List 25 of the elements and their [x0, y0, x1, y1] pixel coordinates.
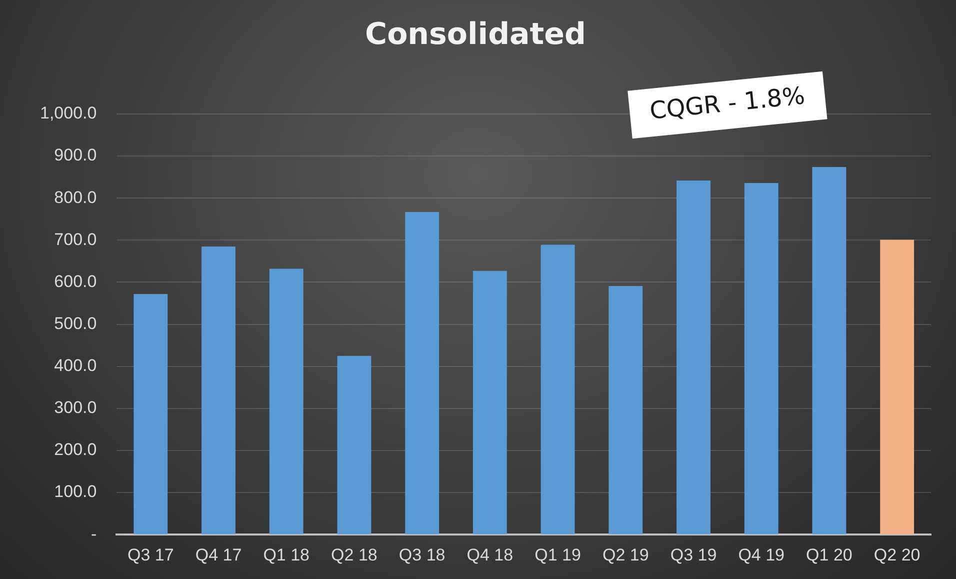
- y-tick-label: 800.0: [54, 188, 97, 207]
- x-tick-label: Q2 19: [602, 545, 649, 564]
- x-tick-label: Q3 17: [127, 545, 174, 564]
- x-tick-label: Q3 18: [398, 545, 446, 564]
- y-tick-label: -: [91, 524, 97, 544]
- x-tick-label: Q3 19: [670, 545, 717, 564]
- x-tick-label: Q4 17: [195, 545, 242, 564]
- x-tick-label: Q4 19: [738, 545, 785, 564]
- y-tick-label: 600.0: [54, 272, 97, 291]
- y-tick-label: 1,000.0: [40, 104, 97, 123]
- y-tick-label: 700.0: [54, 230, 97, 249]
- y-tick-label: 400.0: [54, 356, 97, 376]
- x-tick-label: Q1 18: [263, 545, 310, 564]
- y-tick-label: 100.0: [54, 482, 97, 502]
- y-tick-label: 500.0: [54, 314, 97, 333]
- y-tick-label: 900.0: [54, 146, 97, 165]
- y-tick-label: 200.0: [54, 440, 97, 460]
- x-tick-label: Q4 18: [466, 545, 514, 564]
- x-tick-label: Q1 19: [534, 545, 581, 564]
- x-tick-label: Q2 18: [331, 545, 378, 564]
- x-tick-label: Q2 20: [874, 545, 920, 564]
- annotation: CQGR - 1.8%: [648, 82, 806, 125]
- x-tick-label: Q1 20: [806, 545, 852, 564]
- y-tick-label: 300.0: [54, 398, 97, 418]
- chart-title: Consolidated: [365, 16, 586, 52]
